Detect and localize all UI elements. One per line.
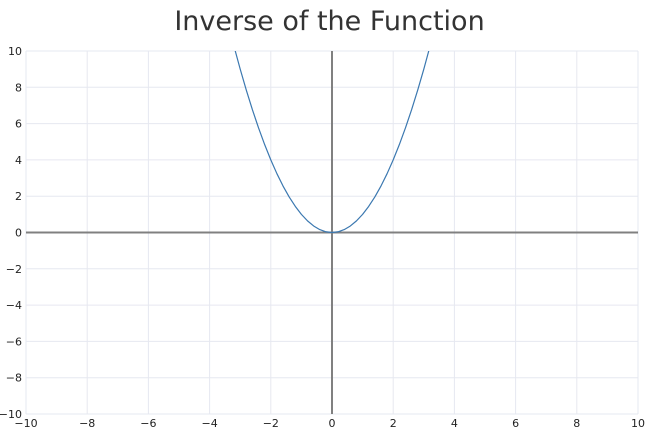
series-line-0 [234,51,430,234]
y-tick-label: 4 [15,154,22,167]
y-tick-label: 0 [15,227,22,240]
y-tick-label: −6 [6,335,22,348]
x-tick-label: −6 [140,417,156,430]
x-tick-label: −8 [79,417,95,430]
y-tick-label: 10 [8,45,22,58]
x-tick-labels: −10 −8 −6 −4 −2 0 2 4 6 8 10 [14,417,645,430]
x-tick-label: 6 [512,417,519,430]
y-tick-label: 2 [15,190,22,203]
x-tick-label: 0 [329,417,336,430]
series-layer [234,51,430,234]
y-tick-label: −2 [6,263,22,276]
x-tick-label: −4 [201,417,217,430]
y-tick-label: −8 [6,372,22,385]
x-tick-label: −2 [263,417,279,430]
x-tick-label: 10 [631,417,645,430]
y-tick-label: −4 [6,299,22,312]
x-tick-label: 8 [573,417,580,430]
x-tick-label: 4 [451,417,458,430]
x-tick-label: 2 [390,417,397,430]
y-tick-labels: −10 −8 −6 −4 −2 0 2 4 6 8 10 [0,45,22,421]
y-tick-label: 6 [15,118,22,131]
x-tick-label: −10 [14,417,37,430]
y-tick-label: 8 [15,81,22,94]
chart-title: Inverse of the Function [174,6,485,37]
y-tick-label: −10 [0,408,22,421]
